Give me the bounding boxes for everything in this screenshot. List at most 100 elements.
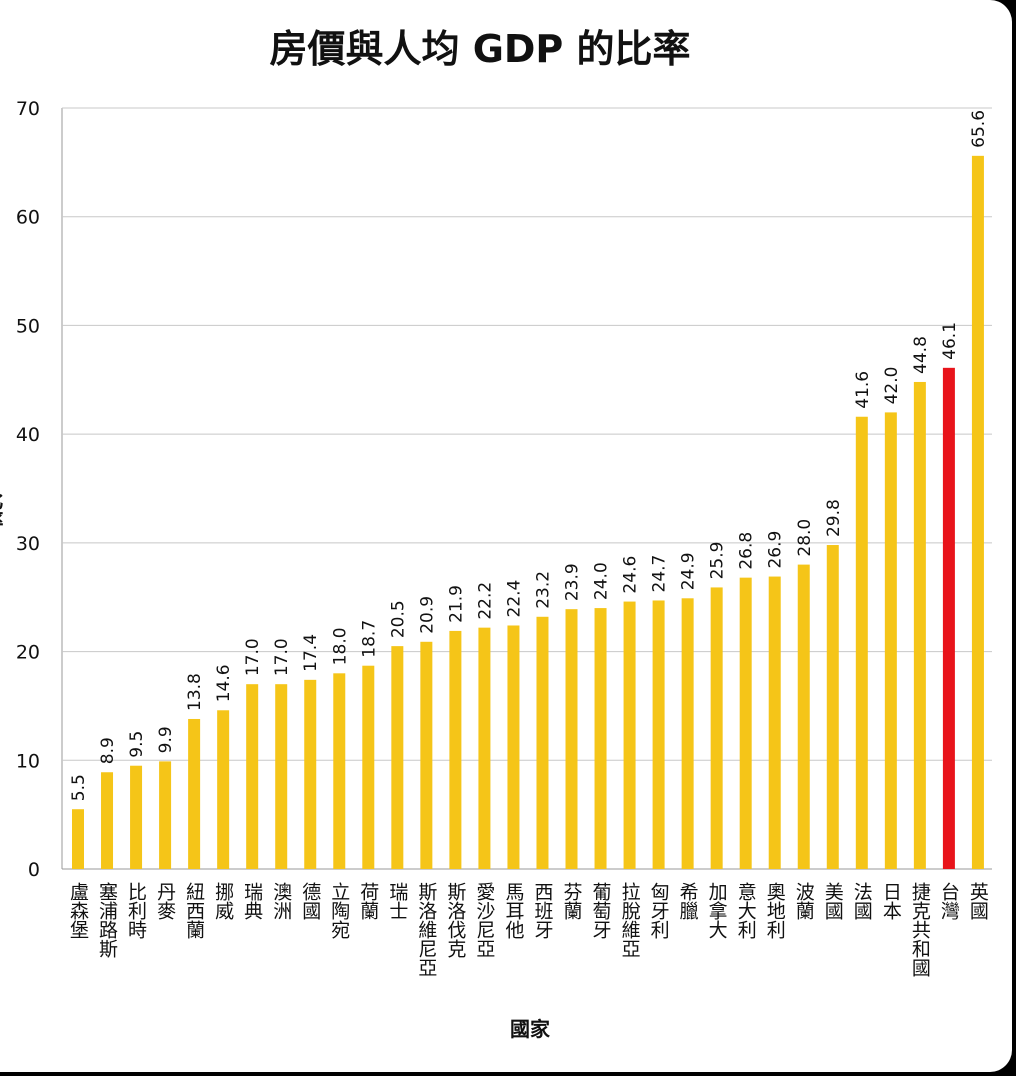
category-label: 葡萄牙: [590, 882, 612, 939]
bar: [971, 155, 984, 869]
category-label: 西班牙: [531, 882, 553, 939]
value-label: 24.6: [621, 556, 641, 594]
value-label: 24.7: [650, 555, 670, 593]
category-label: 立陶宛: [328, 882, 350, 939]
bar: [304, 679, 317, 869]
category-label: 匈牙利: [648, 882, 670, 939]
y-tick-label: 10: [16, 750, 40, 772]
y-tick-label: 30: [16, 533, 40, 555]
bar: [536, 616, 549, 869]
value-label: 29.8: [824, 499, 844, 537]
value-label: 46.1: [940, 322, 960, 360]
y-tick-label: 70: [16, 98, 40, 120]
category-label: 荷蘭: [357, 882, 379, 920]
category-label: 愛沙尼亞: [473, 882, 495, 958]
category-label: 美國: [822, 882, 844, 920]
value-label: 18.7: [359, 620, 379, 658]
bar: [913, 381, 926, 869]
bar: [884, 412, 897, 869]
category-label: 紐西蘭: [183, 882, 205, 939]
value-label: 13.8: [185, 673, 205, 711]
bar: [710, 587, 723, 869]
bar: [826, 545, 839, 869]
value-label: 22.2: [475, 582, 495, 620]
value-label: 44.8: [911, 336, 931, 374]
bar: [101, 772, 114, 869]
value-label: 18.0: [330, 627, 350, 665]
y-tick-label: 60: [16, 207, 40, 229]
y-tick-label: 50: [16, 315, 40, 337]
category-label: 比利時: [125, 882, 147, 939]
bar: [942, 367, 955, 869]
value-label: 20.5: [388, 600, 408, 638]
value-label: 26.9: [766, 531, 786, 569]
value-label: 42.0: [882, 367, 902, 405]
category-label: 瑞典: [241, 882, 263, 920]
category-label: 斯洛維尼亞: [415, 882, 437, 977]
category-label: 芬蘭: [561, 882, 583, 920]
bar: [681, 598, 694, 869]
category-label: 斯洛伐克: [444, 882, 466, 958]
bar: [594, 608, 607, 869]
bar: [420, 641, 433, 869]
value-label: 17.4: [301, 634, 321, 672]
category-label: 瑞士: [386, 882, 408, 920]
category-label: 德國: [299, 882, 321, 920]
value-label: 20.9: [417, 596, 437, 634]
category-label: 希臘: [677, 882, 699, 920]
category-label: 挪威: [212, 882, 234, 921]
value-label: 26.8: [737, 532, 757, 570]
category-label: 拉脫維亞: [619, 882, 641, 958]
bar: [652, 600, 665, 869]
y-tick-label: 0: [28, 859, 40, 881]
value-label: 21.9: [446, 585, 466, 623]
category-label: 英國: [967, 882, 989, 920]
category-label: 捷克共和國: [909, 882, 931, 977]
value-label: 9.9: [156, 726, 176, 753]
y-tick-label: 40: [16, 424, 40, 446]
y-tick-label: 20: [16, 642, 40, 664]
category-label: 法國: [851, 882, 873, 920]
value-label: 17.0: [272, 638, 292, 676]
value-label: 65.6: [969, 110, 989, 148]
value-label: 24.0: [592, 562, 612, 600]
value-label: 5.5: [69, 774, 89, 801]
bar: [333, 673, 346, 869]
category-label: 波蘭: [793, 882, 815, 920]
bar: [159, 761, 172, 869]
bar: [797, 564, 810, 869]
bar: [478, 627, 491, 869]
value-label: 41.6: [853, 371, 873, 409]
category-label: 加拿大: [706, 882, 728, 939]
bar: [188, 718, 201, 869]
category-label: 日本: [880, 882, 902, 920]
category-label: 馬耳他: [502, 882, 524, 939]
category-label: 塞浦路斯: [96, 882, 118, 959]
value-label: 17.0: [243, 638, 263, 676]
bar: [130, 765, 143, 869]
bar: [217, 710, 230, 869]
category-label: 台灣: [938, 882, 960, 921]
bar: [362, 665, 375, 869]
bar: [739, 577, 752, 869]
bar: [391, 646, 404, 869]
bar: [768, 576, 781, 869]
y-axis-label: 比率: [0, 490, 4, 531]
bar: [623, 601, 636, 869]
category-label: 丹麥: [154, 882, 176, 920]
value-label: 14.6: [214, 664, 234, 702]
value-label: 23.2: [533, 571, 553, 609]
bar: [246, 684, 259, 869]
category-label: 奧地利: [764, 882, 786, 939]
category-label: 盧森堡: [67, 882, 89, 939]
bar: [275, 684, 288, 869]
value-label: 23.9: [563, 563, 583, 601]
value-label: 22.4: [504, 580, 524, 618]
value-label: 24.9: [679, 552, 699, 590]
bar: [565, 609, 578, 869]
chart-title: 房價與人均 GDP 的比率: [269, 27, 690, 71]
bar: [507, 625, 520, 869]
category-label: 澳洲: [270, 882, 292, 920]
